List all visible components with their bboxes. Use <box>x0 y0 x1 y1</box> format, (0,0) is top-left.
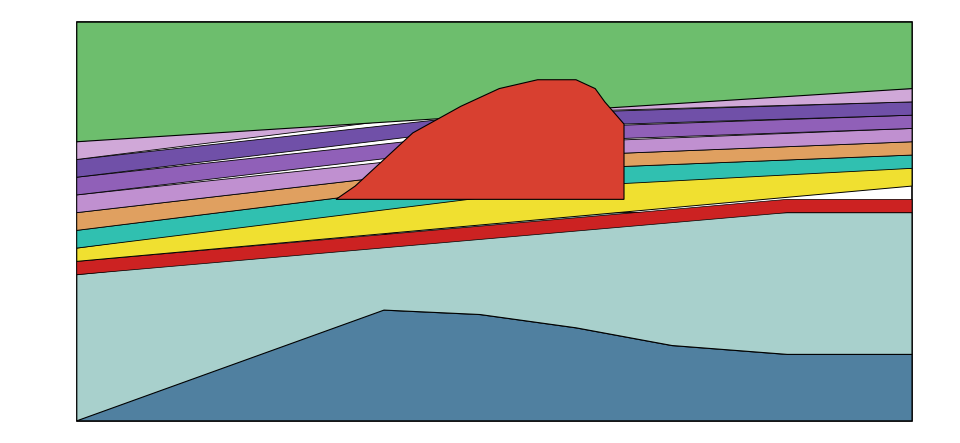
Polygon shape <box>77 142 912 230</box>
Polygon shape <box>77 199 912 275</box>
Bar <box>77 22 912 421</box>
Polygon shape <box>77 115 912 195</box>
Polygon shape <box>77 102 912 177</box>
Polygon shape <box>77 155 912 248</box>
Polygon shape <box>336 80 624 199</box>
Polygon shape <box>77 310 912 421</box>
Polygon shape <box>77 22 912 142</box>
Polygon shape <box>77 89 912 159</box>
Polygon shape <box>77 128 912 213</box>
Polygon shape <box>77 168 912 261</box>
Polygon shape <box>77 213 912 421</box>
